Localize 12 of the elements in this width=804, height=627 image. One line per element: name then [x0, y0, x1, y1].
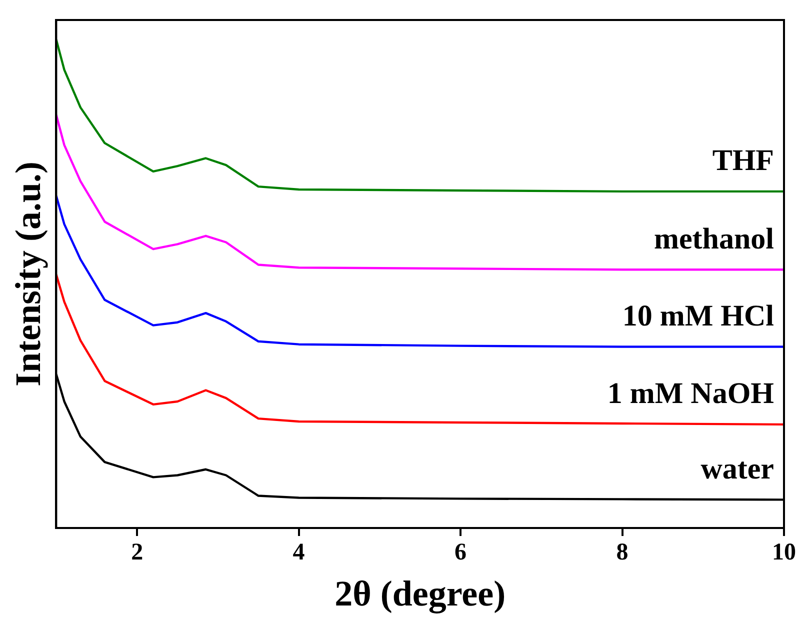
- x-tick-label: 8: [616, 540, 628, 566]
- x-axis-title: 2θ (degree): [334, 574, 506, 614]
- x-tick-label: 4: [292, 540, 305, 566]
- y-axis-title: Intensity (a.u.): [8, 161, 48, 387]
- x-tick-label: 6: [454, 540, 467, 566]
- series-label: water: [700, 452, 774, 486]
- series-label: THF: [712, 144, 774, 178]
- series-label: 10 mM HCl: [622, 300, 774, 333]
- series-label: 1 mM NaOH: [607, 377, 774, 410]
- x-tick-label: 10: [772, 540, 796, 566]
- series-label: methanol: [654, 222, 774, 256]
- x-tick-label: 2: [131, 540, 144, 566]
